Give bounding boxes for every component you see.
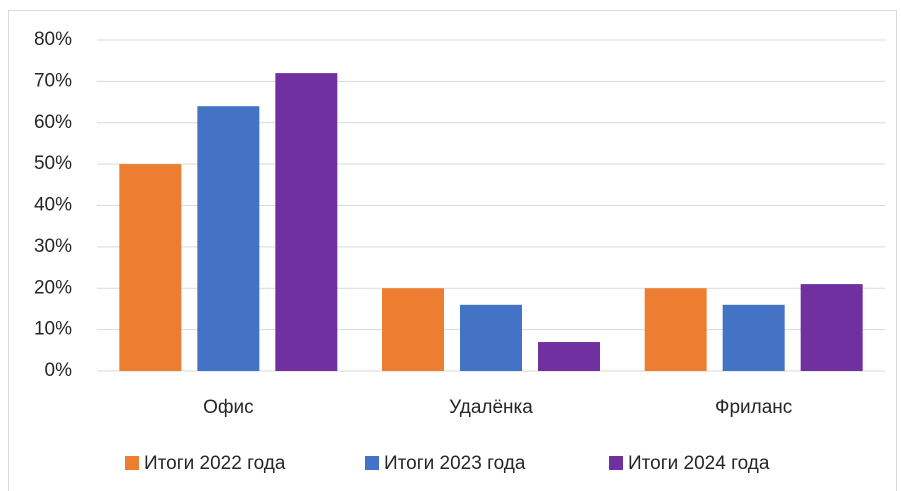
x-tick-label: Удалёнка [449, 397, 533, 418]
bar [644, 288, 707, 371]
x-tick-label: Офис [203, 397, 254, 418]
bar [460, 304, 522, 371]
legend-swatch [125, 456, 139, 470]
legend-swatch [609, 456, 623, 470]
y-tick-label: 70% [34, 70, 72, 91]
y-tick-label: 0% [45, 360, 73, 381]
legend-label: Итоги 2023 года [384, 453, 526, 474]
bar [197, 106, 260, 371]
y-tick-label: 80% [34, 29, 72, 50]
y-tick-label: 20% [34, 277, 72, 298]
y-tick-label: 30% [34, 236, 72, 257]
x-tick-label: Фриланс [715, 397, 792, 418]
y-tick-label: 60% [34, 112, 72, 133]
legend-label: Итоги 2024 года [628, 453, 770, 474]
bar [800, 284, 863, 371]
bar [722, 304, 785, 371]
y-tick-label: 50% [34, 153, 72, 174]
y-tick-label: 10% [34, 319, 72, 340]
bar [382, 288, 444, 371]
legend-label: Итоги 2022 года [144, 453, 286, 474]
bar [538, 342, 600, 371]
bar [119, 164, 182, 371]
bar [275, 73, 338, 371]
y-tick-label: 40% [34, 195, 72, 216]
legend-swatch [365, 456, 379, 470]
